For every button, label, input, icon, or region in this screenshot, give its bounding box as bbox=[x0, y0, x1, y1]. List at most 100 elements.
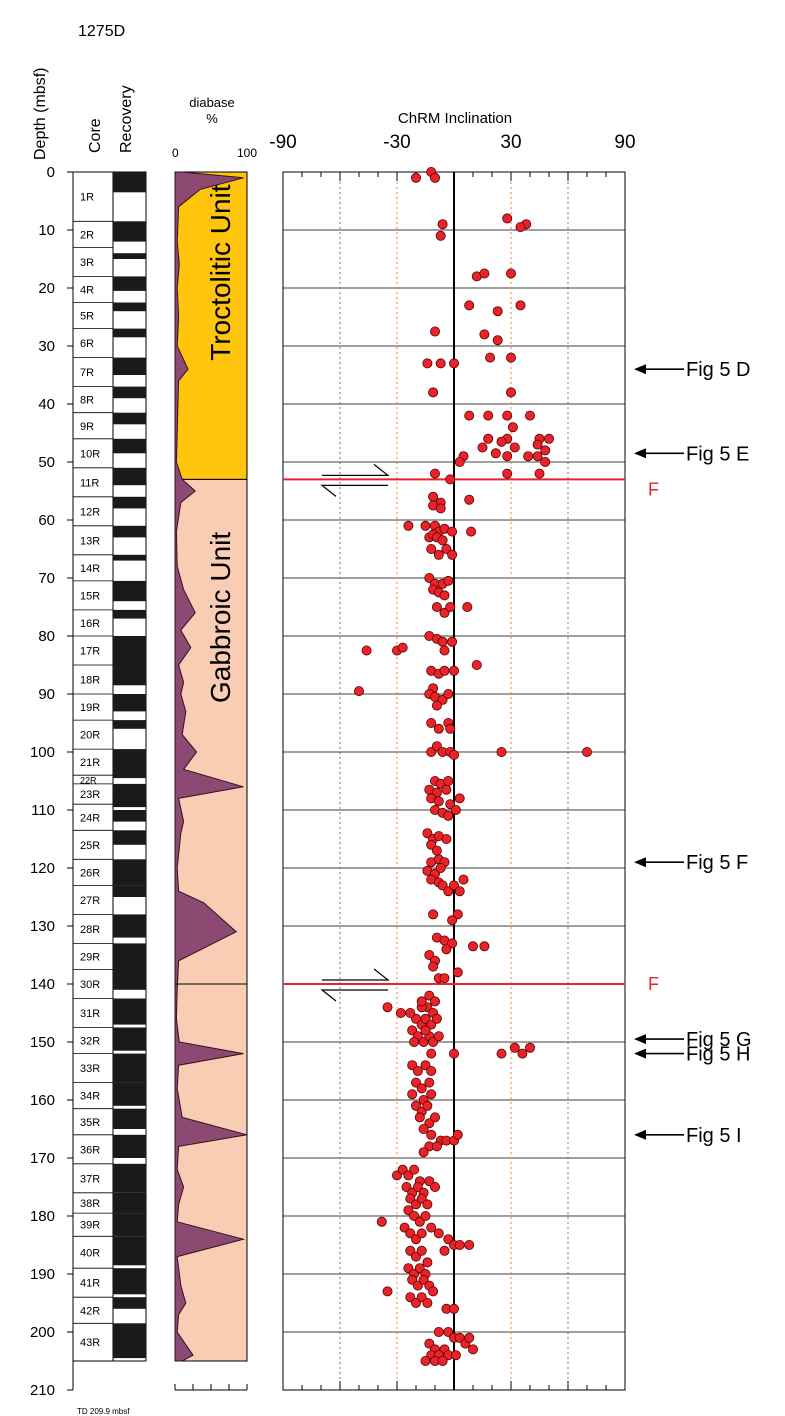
inclination-point bbox=[540, 456, 551, 467]
inclination-point bbox=[515, 222, 526, 233]
recovery-bar bbox=[113, 914, 146, 938]
recovery-bar bbox=[113, 609, 146, 619]
site-label: 1275D bbox=[78, 23, 125, 40]
inclination-point bbox=[433, 1228, 444, 1239]
depth-tick-label: 190 bbox=[30, 1266, 55, 1283]
inclination-point bbox=[431, 1141, 442, 1152]
core-label: 43R bbox=[80, 1337, 100, 1349]
inclination-point bbox=[431, 1013, 442, 1024]
depth-tick-label: 70 bbox=[38, 570, 55, 587]
recovery-bar bbox=[113, 412, 146, 425]
core-label: 11R bbox=[80, 477, 99, 489]
inclination-point bbox=[422, 1199, 433, 1210]
core-label: 23R bbox=[80, 789, 100, 801]
core-label: 7R bbox=[80, 367, 94, 379]
depth-tick-label: 30 bbox=[38, 338, 55, 355]
inclination-point bbox=[437, 219, 448, 230]
inclination-point bbox=[534, 468, 545, 479]
inclination-point bbox=[445, 602, 456, 613]
recovery-bar bbox=[113, 636, 146, 665]
depth-tick-label: 180 bbox=[30, 1208, 55, 1225]
inclination-point bbox=[448, 665, 459, 676]
inclination-point bbox=[428, 387, 439, 398]
inclination-point bbox=[467, 941, 478, 952]
inclination-point bbox=[452, 967, 463, 978]
inclination-point bbox=[403, 520, 414, 531]
inclination-point bbox=[441, 944, 452, 955]
fault-sense-arrow bbox=[322, 968, 390, 981]
recovery-bar bbox=[113, 1236, 146, 1266]
annotation-arrowhead bbox=[634, 364, 646, 375]
inclination-point bbox=[353, 686, 364, 697]
annotation-label: Fig 5 H bbox=[686, 1044, 750, 1066]
depth-tick-label: 160 bbox=[30, 1092, 55, 1109]
inclination-point bbox=[416, 1083, 427, 1094]
inclination-point bbox=[502, 410, 513, 421]
recovery-bar bbox=[113, 720, 146, 729]
inclination-point bbox=[496, 1048, 507, 1059]
inclination-point bbox=[445, 474, 456, 485]
inclination-point bbox=[426, 1222, 437, 1233]
inclination-point bbox=[525, 410, 536, 421]
inclination-point bbox=[479, 329, 490, 340]
core-label: 14R bbox=[80, 563, 100, 575]
annotation-label: Fig 5 D bbox=[686, 359, 750, 381]
recovery-header: Recovery bbox=[118, 85, 135, 153]
inclination-point bbox=[428, 909, 439, 920]
inclination-point bbox=[523, 451, 534, 462]
inclination-point bbox=[376, 1216, 387, 1227]
inclination-point bbox=[439, 665, 450, 676]
inclination-point bbox=[439, 645, 450, 656]
diabase-percent-area bbox=[174, 171, 248, 1362]
fault-sense-arrow bbox=[320, 989, 388, 1002]
inclination-point bbox=[544, 433, 555, 444]
unit-label-gabbroic: Gabbroic Unit bbox=[205, 532, 236, 703]
inclination-point bbox=[428, 1286, 439, 1297]
annotation-arrowhead bbox=[634, 448, 646, 459]
inclination-point bbox=[437, 1356, 448, 1367]
recovery-bar bbox=[113, 172, 146, 193]
inclination-point bbox=[409, 1164, 420, 1175]
recovery-bar bbox=[113, 1027, 146, 1051]
recovery-bar bbox=[113, 386, 146, 399]
depth-tick-label: 20 bbox=[38, 280, 55, 297]
inclination-point bbox=[418, 1147, 429, 1158]
inclination-point bbox=[447, 526, 458, 537]
recovery-bar bbox=[113, 328, 146, 338]
inclination-point bbox=[435, 358, 446, 369]
inclination-point bbox=[439, 590, 450, 601]
core-label: 13R bbox=[80, 535, 100, 547]
inclination-point bbox=[496, 436, 507, 447]
core-label: 8R bbox=[80, 395, 94, 407]
inclination-point bbox=[422, 1298, 433, 1309]
depth-axis: 0 10 20 30 40 50 60 70 80 90 100 110 120 130 140 150 160… bbox=[30, 164, 74, 1399]
inclination-point bbox=[479, 941, 490, 952]
depth-tick-label: 140 bbox=[30, 976, 55, 993]
inclination-point bbox=[458, 874, 469, 885]
annotation-arrowhead bbox=[634, 1048, 646, 1059]
recovery-bar bbox=[113, 253, 146, 259]
annotation-arrowhead bbox=[634, 857, 646, 868]
inclination-point bbox=[424, 1077, 435, 1088]
x-tick-label: 30 bbox=[500, 132, 521, 153]
recovery-bar bbox=[113, 580, 146, 602]
inclination-point bbox=[412, 1066, 423, 1077]
core-label: 6R bbox=[80, 338, 94, 350]
core-label: 32R bbox=[80, 1036, 100, 1048]
annotation-label: Fig 5 G bbox=[686, 1029, 752, 1051]
inclination-point bbox=[582, 747, 593, 758]
annotation-label: Fig 5 I bbox=[686, 1125, 742, 1147]
inclination-point bbox=[466, 526, 477, 537]
recovery-bar bbox=[113, 1268, 146, 1295]
fault-sense-arrow bbox=[322, 463, 390, 476]
recovery-bar bbox=[113, 859, 146, 886]
inclination-point bbox=[467, 1344, 478, 1355]
inclination-point bbox=[454, 456, 465, 467]
recovery-bar bbox=[113, 810, 146, 822]
depth-tick-label: 200 bbox=[30, 1324, 55, 1341]
inclination-point bbox=[429, 172, 440, 183]
inclination-point bbox=[431, 602, 442, 613]
recovery-bar bbox=[113, 1134, 146, 1158]
recovery-bar bbox=[113, 1213, 146, 1237]
